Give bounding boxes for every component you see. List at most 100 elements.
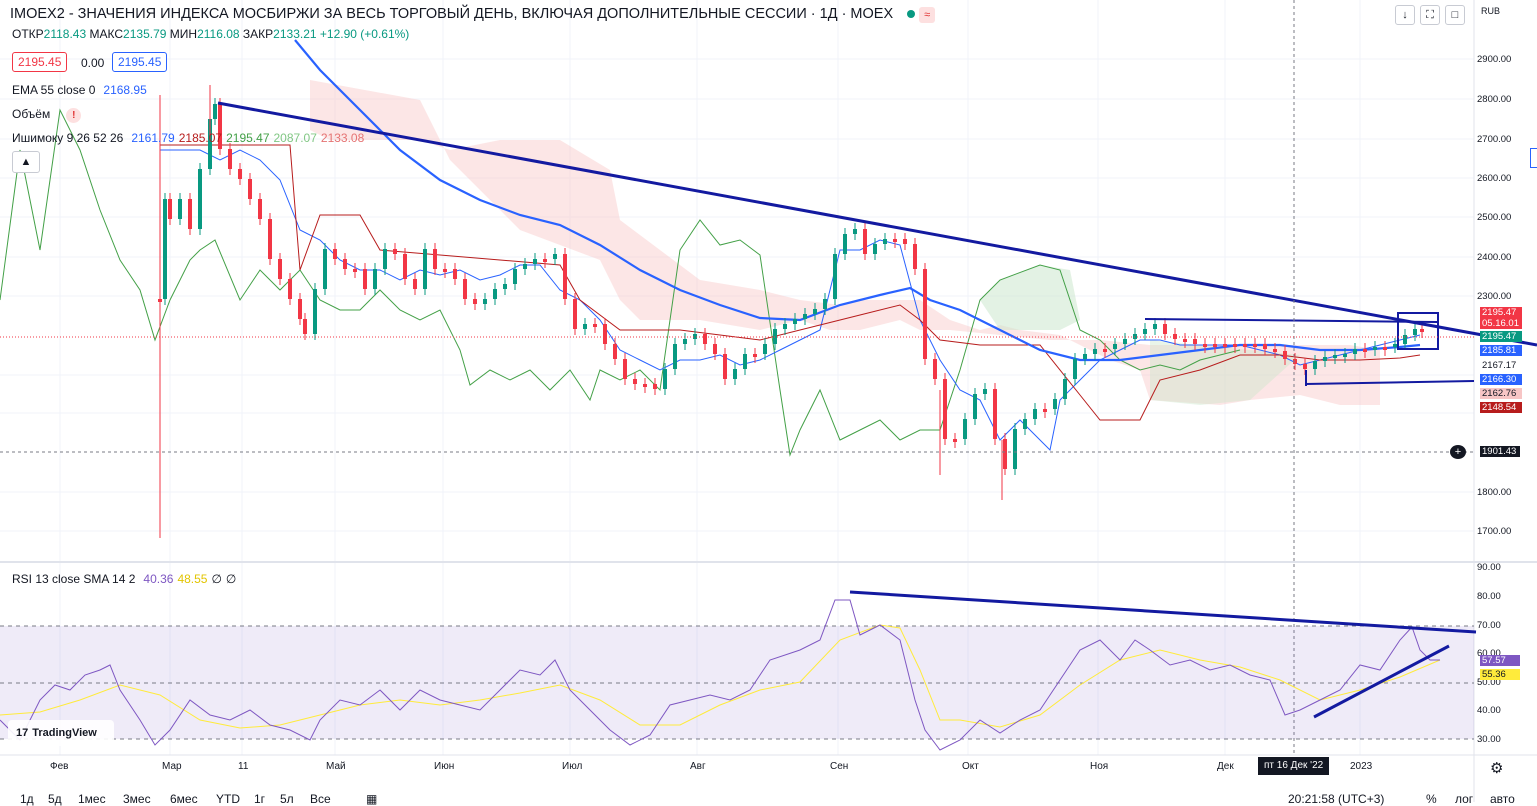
candle-body — [453, 269, 457, 279]
tf-1d[interactable]: 1д — [20, 792, 34, 806]
maximize-button[interactable]: □ — [1445, 5, 1465, 25]
candle-body — [513, 269, 517, 284]
candle-body — [268, 219, 272, 259]
candle-body — [178, 199, 182, 219]
time-label: Май — [326, 761, 346, 772]
candle-body — [663, 369, 667, 389]
candle-body — [1073, 359, 1077, 379]
candle-body — [923, 269, 927, 359]
tf-1m[interactable]: 1мес — [78, 792, 106, 806]
candle-body — [963, 419, 967, 439]
volume-legend[interactable]: Объём! — [12, 107, 82, 123]
auto-toggle[interactable]: авто — [1490, 792, 1515, 806]
candle-body — [278, 259, 282, 279]
trendline-range-bottom[interactable] — [1305, 380, 1475, 385]
tf-all[interactable]: Все — [310, 792, 331, 806]
fullscreen-button[interactable]: ⛶ — [1420, 5, 1440, 25]
trendline-range-top[interactable] — [1144, 318, 1438, 323]
settings-gear-icon[interactable]: ⚙ — [1490, 760, 1504, 777]
candle-body — [1420, 329, 1424, 332]
symbol-title[interactable]: IMOEX2 - ЗНАЧЕНИЯ ИНДЕКСА МОСБИРЖИ ЗА ВЕ… — [10, 6, 936, 23]
time-label: 2023 — [1350, 761, 1373, 772]
candle-body — [1403, 335, 1407, 344]
candle-body — [573, 299, 577, 329]
candle-body — [643, 384, 647, 387]
ichimoku-cloud-bear — [310, 80, 1380, 405]
tf-ytd[interactable]: YTD — [216, 792, 240, 806]
percent-toggle[interactable]: % — [1426, 792, 1437, 806]
time-label: Мар — [162, 761, 182, 772]
calendar-icon[interactable]: ▦ — [366, 792, 378, 806]
candle-body — [1223, 344, 1227, 347]
rsi-trendline-support[interactable] — [1313, 644, 1450, 719]
rsi-trendline-resistance[interactable] — [849, 590, 1477, 634]
highlight-box[interactable] — [1397, 312, 1439, 350]
collapse-legend-button[interactable]: ▲ — [12, 151, 40, 173]
rsi-v1: 40.36 — [143, 572, 174, 586]
time-label: Окт — [962, 761, 979, 772]
scale-label: 1800.00 — [1477, 487, 1512, 498]
scale-label: 2500.00 — [1477, 212, 1512, 223]
candle-body — [533, 259, 537, 264]
candle-body — [503, 284, 507, 289]
candle-body — [563, 254, 567, 299]
buy-button[interactable]: 2195.45 — [112, 52, 168, 72]
log-toggle[interactable]: лог — [1455, 792, 1474, 806]
candle-body — [653, 384, 657, 389]
candle-body — [1123, 339, 1127, 344]
tf-3m[interactable]: 3мес — [123, 792, 151, 806]
clock[interactable]: 20:21:58 (UTC+3) — [1288, 792, 1385, 806]
scale-label: 2400.00 — [1477, 252, 1512, 263]
chevron-up-icon: ▲ — [20, 156, 32, 168]
tradingview-logo[interactable]: 17 TradingView — [8, 720, 114, 746]
candle-body — [1103, 349, 1107, 352]
candle-body — [198, 169, 202, 229]
candle-body — [1093, 349, 1097, 354]
candle-body — [763, 344, 767, 354]
candle-body — [188, 199, 192, 229]
change-value: +12.90 (+0.61%) — [319, 27, 410, 41]
price-tag: 2148.54 — [1480, 402, 1522, 413]
candle-body — [823, 299, 827, 309]
ichimoku-legend[interactable]: Ишимоку 9 26 52 26 2161.79 2185.07 2195.47 2… — [12, 131, 364, 145]
candle-body — [1243, 344, 1247, 347]
candle-body — [423, 249, 427, 289]
warning-icon[interactable]: ! — [66, 108, 82, 123]
rsi-scale-label: 50.00 — [1477, 677, 1501, 688]
rsi-legend[interactable]: RSI 13 close SMA 14 2 40.36 48.55 ∅ ∅ — [12, 572, 236, 586]
tf-5d[interactable]: 5д — [48, 792, 62, 806]
ema-legend[interactable]: EMA 55 close 0 2168.95 — [12, 83, 147, 97]
sell-button[interactable]: 2195.45 — [12, 52, 68, 72]
time-label: Июн — [434, 761, 455, 772]
tf-1y[interactable]: 1г — [254, 792, 266, 806]
currency-label[interactable]: RUB — [1481, 6, 1501, 16]
rsi-v2: 48.55 — [177, 572, 208, 586]
symbol-title-text: IMOEX2 - ЗНАЧЕНИЯ ИНДЕКСА МОСБИРЖИ ЗА ВЕ… — [10, 6, 894, 22]
ema-55-line — [294, 39, 1421, 362]
high-value: 2135.79 — [123, 27, 167, 41]
tf-6m[interactable]: 6мес — [170, 792, 198, 806]
candle-body — [753, 354, 757, 357]
candle-body — [1283, 351, 1287, 359]
scale-label: 1700.00 — [1477, 526, 1512, 537]
alert-icon[interactable]: ≈ — [919, 7, 936, 23]
candle-body — [208, 119, 212, 169]
trendline-resistance[interactable] — [217, 101, 1537, 347]
tf-5y[interactable]: 5л — [280, 792, 294, 806]
open-label: ОТКР — [12, 27, 44, 41]
scale-label: 2700.00 — [1477, 134, 1512, 145]
scale-handle[interactable] — [1530, 148, 1537, 168]
candle-body — [783, 324, 787, 329]
candle-body — [713, 344, 717, 354]
candle-body — [1183, 339, 1187, 342]
scale-label: 2600.00 — [1477, 173, 1512, 184]
candle-body — [218, 104, 222, 149]
candle-body — [1053, 399, 1057, 409]
candle-body — [603, 324, 607, 344]
move-down-button[interactable]: ↓ — [1395, 5, 1415, 25]
candle-body — [693, 334, 697, 339]
candle-body — [803, 314, 807, 319]
add-alert-icon[interactable]: + — [1450, 445, 1466, 459]
time-label: Фев — [50, 761, 69, 772]
